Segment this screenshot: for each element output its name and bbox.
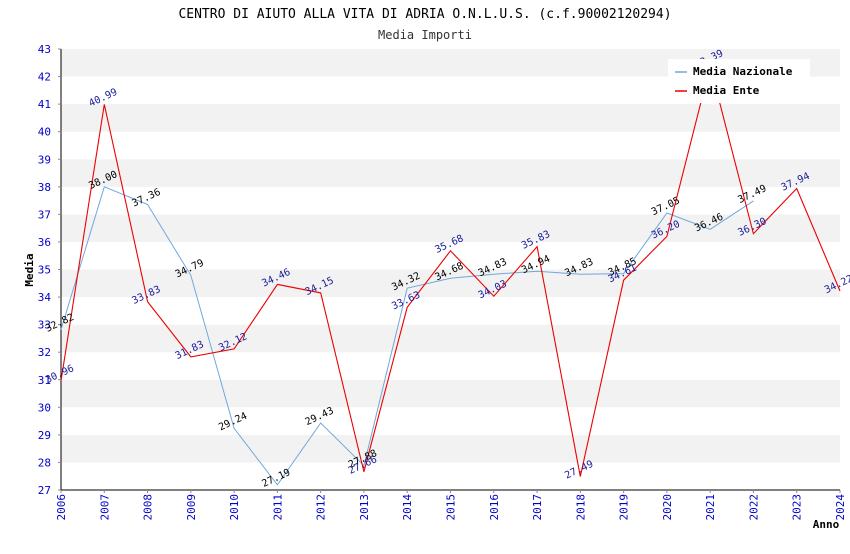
y-axis-label: Media	[23, 253, 36, 286]
x-tick-label: 2011	[271, 494, 284, 521]
y-tick-label: 35	[38, 264, 51, 277]
x-tick-label: 2007	[98, 494, 111, 521]
y-tick-label: 43	[38, 43, 51, 56]
y-tick-label: 34	[38, 291, 52, 304]
x-tick-label: 2022	[747, 494, 760, 521]
grid-band	[61, 241, 840, 270]
legend-box	[668, 59, 810, 103]
grid-bands	[61, 49, 840, 490]
grid-band	[61, 104, 840, 132]
x-tick-label: 2010	[228, 494, 241, 521]
x-tick-labels: 2006 2007 2008 2009 2010 2011 2012 2013 2014 2015…	[55, 490, 847, 521]
y-tick-label: 40	[38, 126, 51, 139]
y-tick-label: 28	[38, 456, 51, 469]
legend: Media Nazionale Media Ente	[668, 59, 810, 103]
y-tick-label: 32	[38, 346, 51, 359]
grid-band	[61, 407, 840, 435]
x-tick-label: 2016	[488, 494, 501, 521]
x-tick-label: 2015	[445, 494, 458, 521]
grid-band	[61, 159, 840, 187]
grid-band	[61, 379, 840, 408]
y-tick-label: 38	[38, 181, 51, 194]
chart-title: CENTRO DI AIUTO ALLA VITA DI ADRIA O.N.L…	[178, 7, 671, 22]
y-tick-labels: 27 28 29 30 31 32 33 34 35 36 37 38 39 40 41 42 43	[38, 43, 61, 497]
y-tick-label: 33	[38, 319, 51, 332]
y-tick-label: 30	[38, 401, 51, 414]
grid-band	[61, 297, 840, 325]
legend-label-media-ente: Media Ente	[693, 84, 760, 97]
legend-label-media-nazionale: Media Nazionale	[693, 65, 793, 78]
x-tick-label: 2006	[55, 494, 68, 521]
chart-subtitle: Media Importi	[378, 28, 472, 42]
x-tick-label: 2017	[531, 494, 544, 521]
x-tick-label: 2013	[358, 494, 371, 521]
y-tick-label: 41	[38, 98, 51, 111]
grid-band	[61, 186, 840, 215]
y-tick-label: 39	[38, 153, 51, 166]
y-tick-label: 37	[38, 208, 51, 221]
x-tick-label: 2018	[574, 494, 587, 521]
grid-band	[61, 131, 840, 160]
x-tick-label: 2009	[185, 494, 198, 521]
x-tick-label: 2012	[315, 494, 328, 521]
y-tick-label: 42	[38, 71, 51, 84]
grid-band	[61, 324, 840, 353]
x-axis-label: Anno	[813, 518, 840, 531]
x-tick-label: 2023	[791, 494, 804, 521]
grid-band	[61, 462, 840, 490]
y-tick-label: 36	[38, 236, 51, 249]
y-tick-label: 27	[38, 484, 51, 497]
grid-band	[61, 269, 840, 298]
y-tick-label: 29	[38, 429, 51, 442]
y-tick-label: 31	[38, 374, 51, 387]
x-tick-label: 2014	[401, 494, 414, 521]
grid-band	[61, 214, 840, 242]
x-tick-label: 2021	[704, 494, 717, 521]
x-tick-label: 2019	[618, 494, 631, 521]
grid-band	[61, 434, 840, 463]
x-tick-label: 2024	[834, 494, 847, 521]
x-tick-label: 2020	[661, 494, 674, 521]
series-line-media-nazionale	[60, 186, 754, 486]
x-tick-label: 2008	[142, 494, 155, 521]
